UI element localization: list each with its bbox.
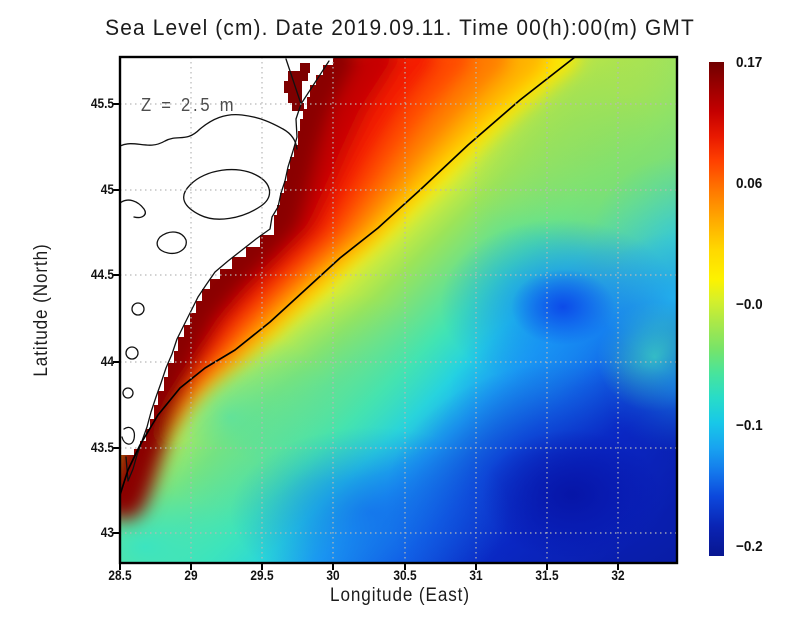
colorbar-tick-label: −0.2: [736, 538, 763, 555]
axis-ticks: [113, 103, 619, 570]
y-tick-label: 43: [100, 525, 114, 540]
map-plot: [113, 55, 679, 570]
plot-title: Sea Level (cm). Date 2019.09.11. Time 00…: [105, 15, 695, 40]
x-tick-label: 28.5: [108, 568, 132, 583]
y-tick-label: 44: [100, 354, 114, 369]
land-mass: [120, 57, 333, 455]
x-tick-label: 29: [184, 568, 198, 583]
zero-contour-line: [120, 57, 576, 496]
x-tick-label: 30: [326, 568, 340, 583]
coastline: [120, 58, 330, 482]
x-tick-label: 31.5: [535, 568, 559, 583]
plot-border: [118, 55, 679, 565]
y-tick-label: 45: [100, 182, 114, 197]
colorbar-tick-label: −0.1: [736, 417, 763, 434]
y-tick-label: 44.5: [90, 267, 114, 282]
depth-annotation: Z = 2.5 m: [141, 95, 237, 115]
x-tick-label: 29.5: [250, 568, 274, 583]
y-tick-label: 45.5: [90, 96, 114, 111]
x-axis-label: Longitude (East): [330, 585, 470, 606]
danube-delta-cells: [284, 63, 310, 111]
x-tick-label: 32: [611, 568, 625, 583]
y-axis-label: Latitude (North): [31, 243, 52, 377]
colorbar-tick-label: −0.0: [736, 296, 763, 313]
x-tick-label: 30.5: [393, 568, 417, 583]
y-tick-label: 43.5: [90, 440, 114, 455]
colorbar: [709, 62, 724, 556]
colorbar-tick-label: 0.17: [736, 54, 763, 71]
colorbar-tick-label: 0.06: [736, 175, 763, 192]
x-tick-label: 31: [469, 568, 483, 583]
